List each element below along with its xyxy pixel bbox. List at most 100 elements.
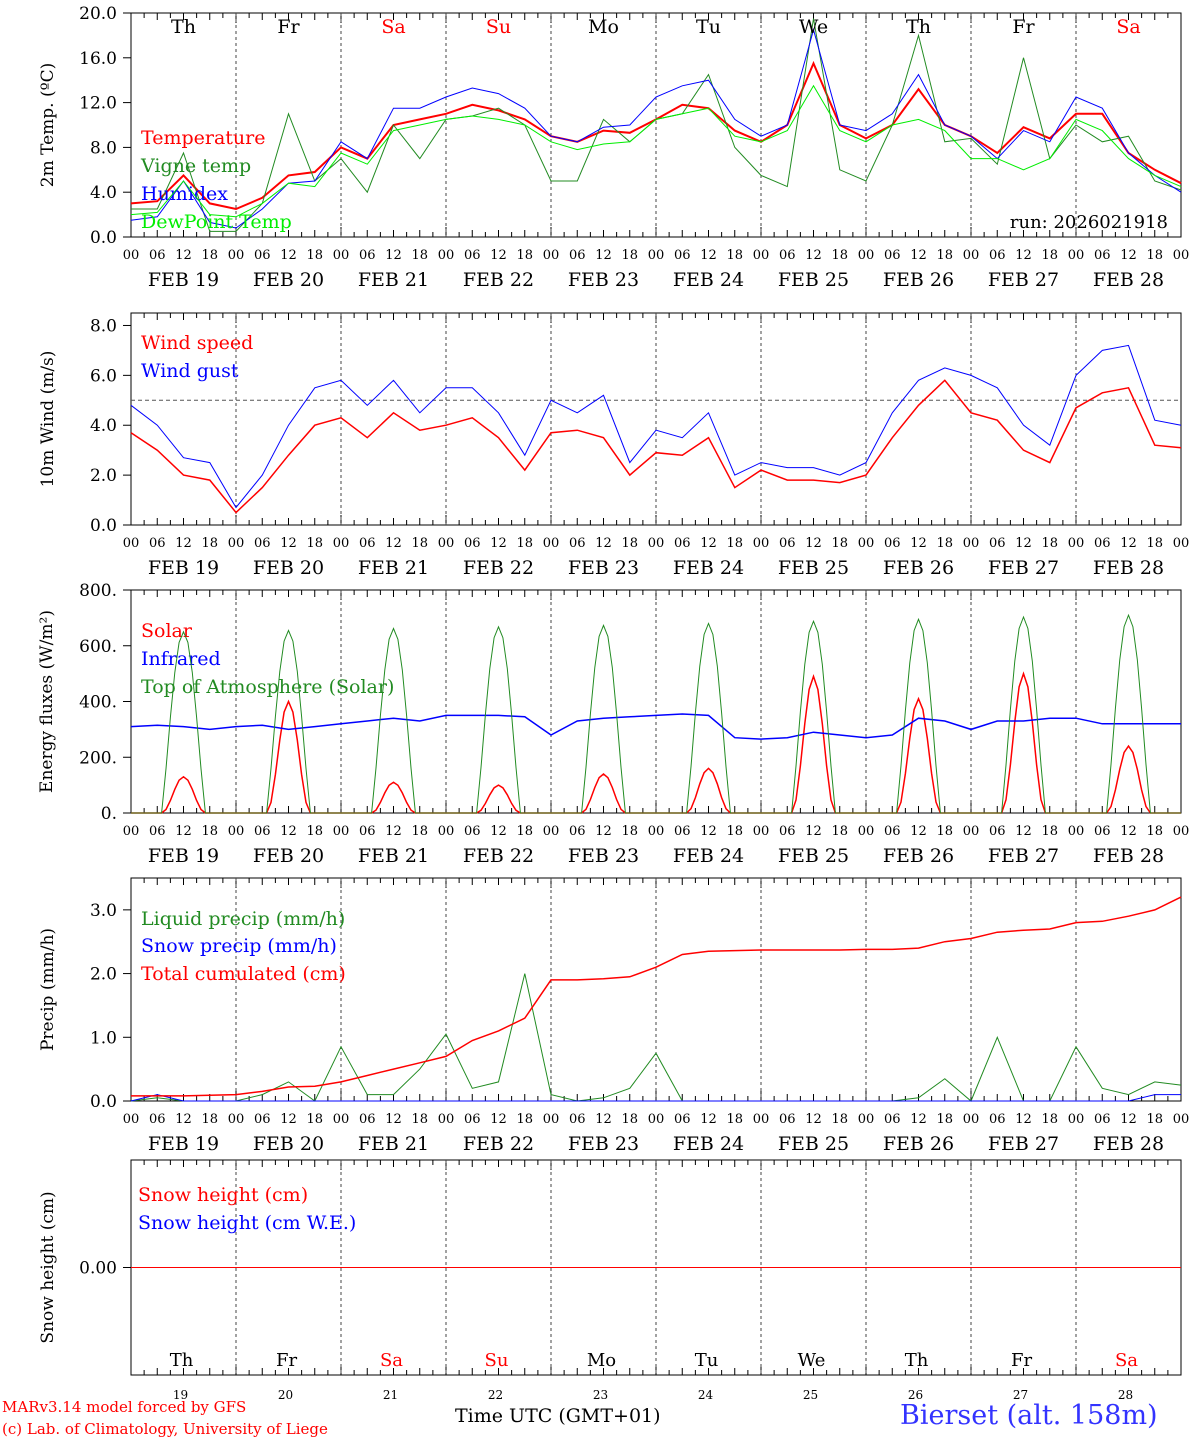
date-label: FEB 22 [463,269,534,291]
date-label: FEB 23 [568,1133,639,1155]
hour-tick-label: 12 [700,1112,717,1127]
date-label: FEB 25 [778,1133,849,1155]
hour-tick-label: 18 [831,1112,848,1127]
hour-tick-label: 18 [831,824,848,839]
y-tick-label: 6.0 [90,366,117,386]
legend-entry: DewPoint Temp [141,211,292,233]
panel-2: 0.0 2.0 4.0 6.0 8.0 10m Wind (m/s) Wind speed W… [38,312,1189,579]
date-label: FEB 22 [463,845,534,867]
date-label: FEB 20 [253,845,324,867]
hour-tick-label: 00 [963,248,980,263]
hour-tick-label: 12 [595,536,612,551]
y-tick-label: 0.0 [90,228,117,248]
hour-tick-label: 18 [516,248,533,263]
hour-tick-label: 06 [989,824,1006,839]
y-tick-label: 16.0 [79,49,117,69]
hour-tick-label: 12 [385,536,402,551]
day-number-label: 28 [1118,1388,1133,1402]
hour-tick-label: 18 [936,824,953,839]
hour-tick-label: 12 [805,536,822,551]
hour-tick-label: 00 [753,536,770,551]
hour-tick-label: 12 [490,248,507,263]
date-label: FEB 20 [253,269,324,291]
hour-tick-label: 18 [306,536,323,551]
date-label: FEB 22 [463,557,534,579]
date-label: FEB 25 [778,269,849,291]
legend-entry: Top of Atmosphere (Solar) [141,676,394,698]
y-tick-label: 12.0 [79,94,117,114]
hour-tick-label: 18 [201,248,218,263]
hour-tick-label: 12 [700,248,717,263]
hour-tick-label: 18 [201,536,218,551]
hour-tick-label: 00 [963,1112,980,1127]
hour-tick-label: 18 [516,536,533,551]
hour-tick-label: 00 [123,1112,140,1127]
panel-1: 0.0 4.0 8.0 12.0 16.0 20.0 2m Temp. (ºC) Temper… [38,4,1189,291]
hour-tick-label: 18 [1146,248,1163,263]
y-tick-label: 3.0 [90,901,117,921]
weekday-label: Th [171,16,196,38]
y-tick-label: 1.0 [90,1028,117,1048]
hour-tick-label: 12 [805,1112,822,1127]
hour-tick-label: 18 [831,536,848,551]
hour-tick-label: 12 [1015,536,1032,551]
hour-tick-label: 00 [543,824,560,839]
hour-tick-label: 00 [1068,536,1085,551]
hour-tick-label: 18 [411,248,428,263]
hour-tick-label: 12 [385,1112,402,1127]
hour-tick-label: 00 [333,1112,350,1127]
panel-5: 0.00 Snow height (cm) Snow height (cm) Snow… [38,1159,1182,1402]
hour-tick-label: 12 [280,248,297,263]
series-line-liquid-precip-mm-h- [130,973,1182,1102]
legend-entry: Wind speed [141,332,253,354]
hour-tick-label: 00 [648,1112,665,1127]
hour-tick-label: 18 [621,1112,638,1127]
hour-tick-label: 00 [333,536,350,551]
hour-tick-label: 06 [674,824,691,839]
hour-tick-label: 00 [1173,824,1190,839]
series-line-snow-precip-mm-h- [130,1094,1181,1102]
hour-tick-label: 06 [779,824,796,839]
copyright: (c) Lab. of Climatology, University of L… [2,1420,328,1438]
hour-tick-label: 18 [1146,824,1163,839]
series-line-total-cumulated-cm- [131,896,1182,1097]
y-tick-label: 0. [101,804,117,824]
date-label: FEB 27 [988,269,1059,291]
weekday-label: Mo [588,16,619,38]
legend-entry: Infrared [141,648,221,670]
hour-tick-label: 00 [963,536,980,551]
hour-tick-label: 12 [595,248,612,263]
date-label: FEB 24 [673,557,744,579]
hour-tick-label: 12 [595,1112,612,1127]
series-line-humidex [130,27,1182,229]
date-label: FEB 19 [148,845,219,867]
date-label: FEB 19 [148,557,219,579]
hour-tick-label: 12 [1120,248,1137,263]
day-number-label: 25 [803,1388,818,1402]
hour-tick-label: 12 [490,536,507,551]
y-tick-label: 2.0 [90,466,117,486]
hour-tick-label: 12 [700,824,717,839]
y-tick-label: 800. [79,581,117,601]
date-label: FEB 27 [988,557,1059,579]
date-label: FEB 26 [883,1133,954,1155]
legend-entry: Wind gust [141,360,239,382]
hour-tick-label: 12 [1015,1112,1032,1127]
hour-tick-label: 00 [1068,248,1085,263]
hour-tick-label: 18 [1041,248,1058,263]
y-tick-label: 0.00 [79,1259,117,1279]
date-label: FEB 27 [988,1133,1059,1155]
date-label: FEB 22 [463,1133,534,1155]
hour-tick-label: 12 [175,1112,192,1127]
hour-tick-label: 18 [621,536,638,551]
hour-tick-label: 18 [201,824,218,839]
hour-tick-label: 06 [779,248,796,263]
date-label: FEB 20 [253,1133,324,1155]
hour-tick-label: 12 [490,824,507,839]
weekday-label: Su [486,16,511,38]
y-axis-label: 10m Wind (m/s) [38,351,58,488]
y-tick-label: 2.0 [90,965,117,985]
hour-tick-label: 12 [805,248,822,263]
hour-tick-label: 00 [1068,824,1085,839]
hour-tick-label: 06 [149,536,166,551]
